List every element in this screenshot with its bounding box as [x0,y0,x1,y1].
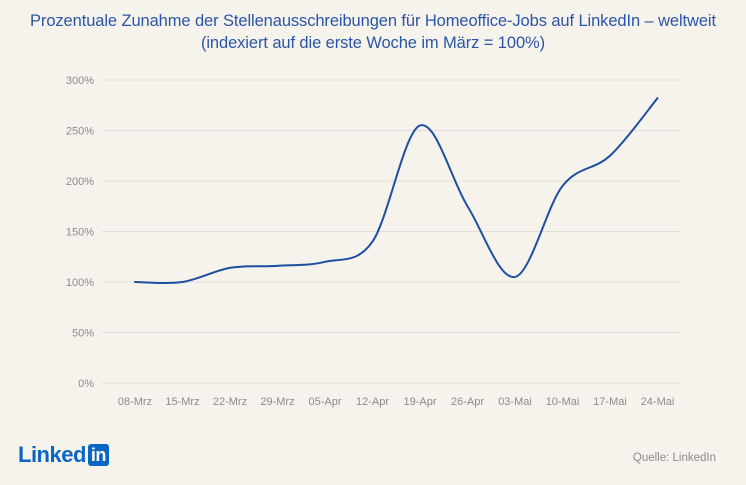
linkedin-logo-word: Linked [18,442,86,467]
x-tick-label: 08-Mrz [118,396,152,408]
x-tick-label: 03-Mai [498,396,532,408]
y-tick-label: 250% [66,126,94,138]
x-tick-label: 26-Apr [451,396,484,408]
chart-title-line-2: (indexiert auf die erste Woche im März =… [200,34,546,52]
x-tick-label: 19-Apr [403,396,436,408]
x-tick-label: 29-Mrz [260,396,294,408]
series-line [134,97,659,285]
y-tick-label: 100% [66,277,94,289]
y-tick-label: 50% [72,328,94,340]
x-tick-label: 24-Mai [641,396,675,408]
x-tick-label: 22-Mrz [213,396,247,408]
y-tick-label: 200% [66,176,94,188]
x-tick-label: 10-Mai [546,396,580,408]
linkedin-logo: Linked in [18,442,109,468]
x-tick-label: 05-Apr [308,396,341,408]
y-tick-label: 0% [78,378,94,390]
chart-title: Prozentuale Zunahme der Stellenausschrei… [0,10,746,54]
chart-title-line-1: Prozentuale Zunahme der Stellenausschrei… [30,12,716,30]
y-tick-label: 300% [66,75,94,87]
x-tick-label: 15-Mrz [165,396,199,408]
y-tick-label: 150% [66,227,94,239]
x-tick-label: 12-Apr [356,396,389,408]
linkedin-logo-badge: in [87,444,109,466]
source-note: Quelle: LinkedIn [632,452,716,464]
x-tick-label: 17-Mai [593,396,627,408]
